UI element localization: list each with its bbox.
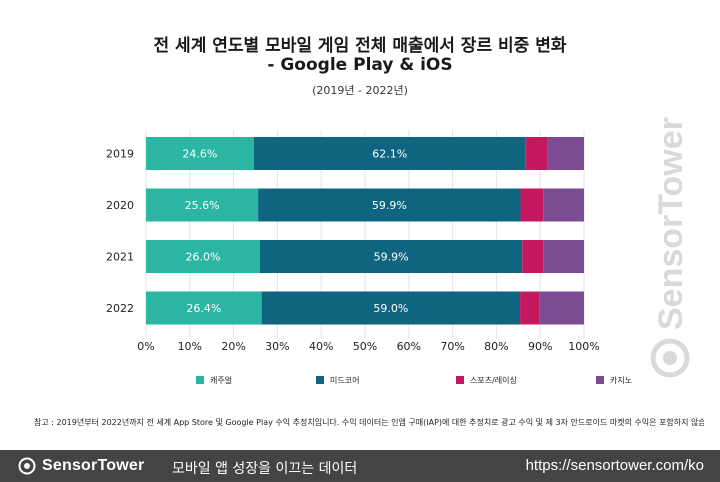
x-tick-label: 70% [440, 340, 464, 353]
bar-segment [253, 137, 526, 170]
bar-segment [547, 137, 584, 170]
bar-segment [146, 291, 262, 325]
footer-bar: SensorTower 모바일 앱 성장을 이끄는 데이터 https://se… [0, 450, 720, 482]
bar-segment [146, 240, 260, 273]
y-category-label: 2020 [106, 199, 134, 212]
x-tick-label: 100% [568, 340, 599, 353]
legend-swatch [596, 376, 604, 384]
bar-data-label: 24.6% [182, 148, 217, 161]
footer-url-link[interactable]: https://sensortower.com/ko [525, 457, 704, 474]
legend-swatch [316, 376, 324, 384]
legend-label: 카지노 [610, 376, 632, 385]
watermark-text: SensorTower [652, 117, 690, 330]
bar-segment [258, 188, 521, 222]
chart-title-line1: 전 세계 연도별 모바일 게임 전체 매출에서 장르 비중 변화 [153, 36, 567, 56]
bar-segment [539, 291, 584, 325]
bar-segment [522, 240, 544, 273]
bar-segment [146, 188, 259, 222]
bar-data-label: 25.6% [185, 199, 220, 212]
footer-tagline: 모바일 앱 성장을 이끄는 데이터 [172, 461, 358, 477]
x-tick-label: 20% [221, 340, 245, 353]
legend-label: 스포츠/레이싱 [470, 375, 517, 385]
footnote: 참고 : 2019년부터 2022년까지 전 세계 App Store 및 Go… [34, 418, 704, 427]
bar-segment [520, 188, 544, 222]
x-tick-label: 60% [397, 340, 421, 353]
bar-data-label: 59.9% [372, 199, 407, 212]
bar-segment [543, 188, 584, 222]
bar-data-label: 59.9% [374, 251, 409, 264]
chart-title-line2: - Google Play & iOS [267, 55, 453, 75]
sensortower-watermark: SensorTower [650, 117, 690, 378]
bar-segment [525, 137, 548, 170]
bar-segment [259, 240, 523, 273]
footer-brand: SensorTower [42, 457, 145, 474]
bar-segment [520, 291, 540, 325]
x-tick-label: 0% [137, 340, 154, 353]
y-category-label: 2021 [106, 251, 134, 264]
legend-swatch [456, 376, 464, 384]
legend-label: 캐주얼 [210, 375, 232, 385]
bar-data-label: 62.1% [372, 148, 407, 161]
stacked-bar-chart: 0% 10% 20% 30% 40% 50% 60% 70% 80% 90% 100% 2019 24.… [106, 130, 632, 385]
x-tick-label: 50% [353, 340, 377, 353]
bar-data-label: 26.0% [185, 251, 220, 264]
x-tick-label: 10% [178, 340, 202, 353]
x-tick-label: 90% [528, 340, 552, 353]
chart-period: (2019년 - 2022년) [312, 84, 408, 97]
legend-label: 미드코어 [330, 375, 359, 385]
bar-segment [146, 137, 254, 170]
legend-swatch [196, 376, 204, 384]
bar-segment [543, 240, 584, 273]
bar-segment [261, 291, 521, 325]
y-category-label: 2019 [106, 148, 134, 161]
bar-data-label: 59.0% [373, 302, 408, 315]
x-tick-label: 30% [265, 340, 289, 353]
x-tick-label: 40% [309, 340, 333, 353]
bar-data-label: 26.4% [186, 302, 221, 315]
sensortower-logo-icon [18, 457, 36, 475]
y-category-label: 2022 [106, 302, 134, 315]
x-tick-label: 80% [484, 340, 508, 353]
